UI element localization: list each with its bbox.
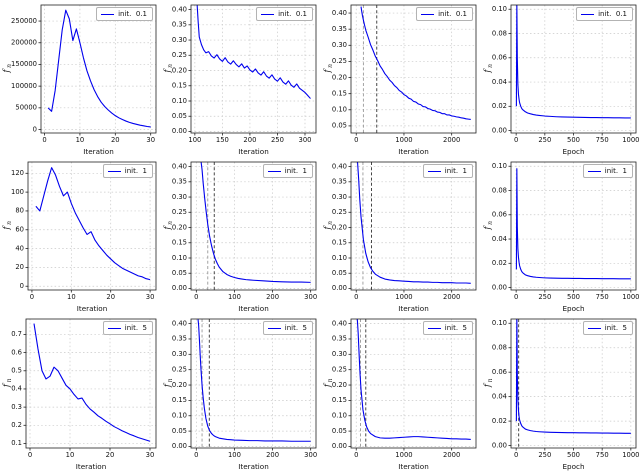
legend-r2c3: init. 1 [422,164,473,178]
legend-r1c4: init. 0.1 [576,7,633,21]
legend-r2c2: init. 1 [262,164,313,178]
legend-r1c1: init. 0.1 [96,7,153,21]
plot-canvas-r3c4 [480,314,640,472]
legend-r3c3: init. 5 [422,321,473,335]
plot-canvas-r3c3 [320,314,480,472]
legend-label: init. 0.1 [438,10,467,18]
legend-line-icon [101,13,115,15]
subplot-r1c2: init. 0.1 [160,0,320,157]
subplot-r3c1: init. 5 [0,314,160,472]
plot-canvas-r1c2 [160,0,320,157]
plot-canvas-r1c1 [0,0,160,157]
legend-label: init. 5 [284,324,307,332]
legend-label: init. 1 [444,167,467,175]
legend-label: init. 1 [604,167,627,175]
legend-label: init. 5 [444,324,467,332]
plot-canvas-r2c3 [320,157,480,314]
legend-line-icon [107,170,121,172]
subplot-r3c4: init. 5 [480,314,640,472]
subplot-r3c2: init. 5 [160,314,320,472]
plot-canvas-r1c4 [480,0,640,157]
legend-r3c1: init. 5 [102,321,153,335]
legend-line-icon [587,170,601,172]
legend-label: init. 0.1 [118,10,147,18]
legend-r2c4: init. 1 [582,164,633,178]
legend-line-icon [107,327,121,329]
plot-canvas-r2c4 [480,157,640,314]
subplot-r1c4: init. 0.1 [480,0,640,157]
plot-canvas-r3c2 [160,314,320,472]
legend-label: init. 0.1 [598,10,627,18]
plot-canvas-r3c1 [0,314,160,472]
legend-line-icon [581,13,595,15]
legend-label: init. 1 [284,167,307,175]
subplot-r3c3: init. 5 [320,314,480,472]
legend-line-icon [427,327,441,329]
legend-r3c2: init. 5 [262,321,313,335]
plot-canvas-r1c3 [320,0,480,157]
legend-r1c3: init. 0.1 [416,7,473,21]
legend-line-icon [261,13,275,15]
subplot-r1c3: init. 0.1 [320,0,480,157]
legend-r3c4: init. 5 [582,321,633,335]
legend-label: init. 0.1 [278,10,307,18]
subplot-r2c4: init. 1 [480,157,640,314]
plot-canvas-r2c2 [160,157,320,314]
legend-line-icon [587,327,601,329]
subplot-r2c1: init. 1 [0,157,160,314]
plot-canvas-r2c1 [0,157,160,314]
legend-label: init. 5 [124,324,147,332]
legend-label: init. 1 [124,167,147,175]
subplot-r2c2: init. 1 [160,157,320,314]
legend-line-icon [267,327,281,329]
legend-line-icon [427,170,441,172]
legend-line-icon [421,13,435,15]
legend-label: init. 5 [604,324,627,332]
legend-r1c2: init. 0.1 [256,7,313,21]
legend-line-icon [267,170,281,172]
subplot-r1c1: init. 0.1 [0,0,160,157]
subplot-r2c3: init. 1 [320,157,480,314]
legend-r2c1: init. 1 [102,164,153,178]
